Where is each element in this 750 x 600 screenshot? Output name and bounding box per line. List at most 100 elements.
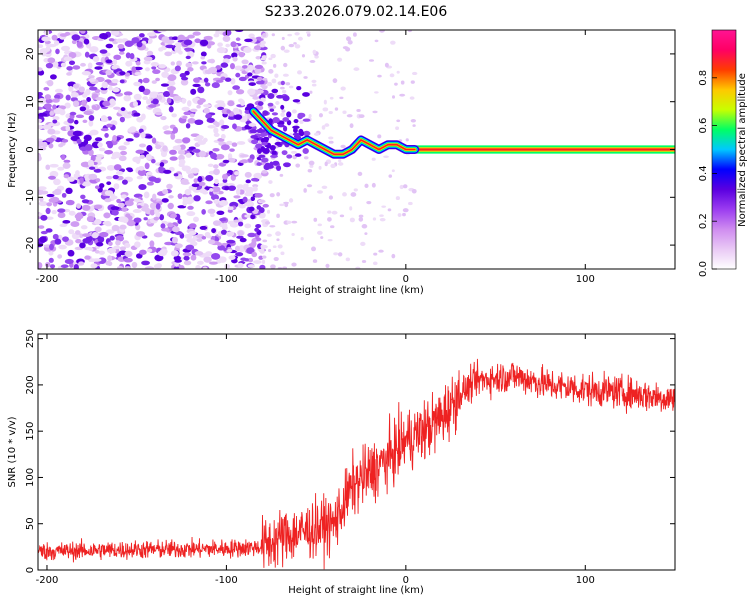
spectrogram-cell xyxy=(182,199,188,207)
spectrogram-cell xyxy=(157,250,167,257)
spectrogram-cell xyxy=(64,102,71,109)
y-tick-label: 20 xyxy=(25,48,36,61)
spectrogram-cell xyxy=(379,218,386,222)
spectrogram-cell xyxy=(153,232,163,238)
spectrogram-cell xyxy=(251,139,259,145)
spectrogram-cell xyxy=(75,114,85,119)
spectrogram-cell xyxy=(161,71,169,78)
spectrogram-cell xyxy=(111,65,118,70)
spectrogram-cell xyxy=(238,204,246,209)
spectrogram-cell xyxy=(119,71,126,76)
spectrogram-cell xyxy=(330,225,335,229)
spectrogram-cell xyxy=(124,266,132,269)
colorbar-tick-label: 0.6 xyxy=(698,118,709,134)
spectrogram-cell xyxy=(381,205,387,208)
spectrogram-cell xyxy=(254,227,260,232)
spectrogram-cell xyxy=(317,190,323,194)
spectrogram-cell xyxy=(49,110,55,116)
spectrogram-cell xyxy=(76,41,83,48)
spectrogram-cell xyxy=(150,91,159,96)
spectrogram-cell xyxy=(65,199,75,206)
spectrogram-cell xyxy=(245,179,251,184)
spectrogram-cell xyxy=(193,77,201,83)
spectrogram-cell xyxy=(402,184,408,189)
spectrogram-cell xyxy=(227,209,233,213)
spectrogram-cell xyxy=(288,146,294,150)
spectrogram-cell xyxy=(377,134,382,139)
spectrogram-cell xyxy=(226,248,233,253)
spectrogram-cell xyxy=(410,80,415,84)
spectrogram-cell xyxy=(70,92,79,98)
spectrogram-cell xyxy=(62,162,71,169)
spectrogram-cell xyxy=(91,232,99,239)
spectrogram-cell xyxy=(189,113,195,118)
spectrogram-cell xyxy=(169,88,174,95)
spectrogram-cell xyxy=(132,198,142,202)
spectrogram-cell xyxy=(48,250,54,256)
spectrogram-cell xyxy=(368,59,375,62)
spectrogram-cell xyxy=(339,96,344,100)
spectrogram-cell xyxy=(392,95,396,99)
spectrogram-cell xyxy=(230,41,237,48)
spectrogram-cell xyxy=(113,245,121,250)
spectrogram-cell xyxy=(303,188,307,193)
spectrogram-cell xyxy=(213,198,219,204)
spectrogram-cell xyxy=(50,196,60,203)
spectrogram-cell xyxy=(178,154,185,161)
frequency-trace xyxy=(248,106,420,159)
spectrogram-cell xyxy=(261,157,269,163)
spectrogram-cell xyxy=(302,118,311,122)
spectrogram-cell xyxy=(114,248,120,254)
spectrogram-cell xyxy=(111,78,119,84)
spectrogram-cell xyxy=(154,208,159,215)
spectrogram-cell xyxy=(291,233,295,237)
spectrogram-cell xyxy=(145,67,150,72)
spectrogram-cell xyxy=(166,183,173,190)
spectrogram-cell xyxy=(320,236,324,239)
spectrogram-cell xyxy=(48,257,54,263)
spectrogram-cell xyxy=(313,217,318,222)
spectrogram-cell xyxy=(97,235,103,243)
spectrogram-cell xyxy=(167,222,174,228)
spectrogram-cell xyxy=(227,220,236,225)
spectrogram-cell xyxy=(377,74,382,78)
spectrogram-cell xyxy=(60,45,71,52)
spectrogram-cell xyxy=(53,40,60,46)
spectrogram-cell xyxy=(95,242,104,247)
spectrogram-cell xyxy=(83,134,92,142)
spectrogram-cell xyxy=(270,105,277,109)
spectrogram-cell xyxy=(247,158,254,163)
spectrogram-cell xyxy=(116,198,122,204)
spectrogram-cell xyxy=(45,262,51,268)
spectrogram-cell xyxy=(275,101,280,106)
spectrogram-cell xyxy=(270,53,276,59)
spectrogram-cell xyxy=(306,32,311,37)
spectrogram-cell xyxy=(119,51,125,55)
spectrogram-cell xyxy=(128,198,135,202)
spectrogram-cell xyxy=(209,58,216,64)
spectrogram-cell xyxy=(107,255,113,262)
spectrogram-cell xyxy=(199,39,209,47)
spectrogram-cell xyxy=(143,56,153,61)
spectrogram-cell xyxy=(80,161,91,168)
colorbar-gradient xyxy=(712,30,736,269)
spectrogram-cell xyxy=(50,74,57,80)
spectrogram-cell xyxy=(389,73,395,78)
spectrogram-cell xyxy=(68,85,74,92)
spectrogram-cell xyxy=(237,221,244,227)
spectrogram-cell xyxy=(147,32,157,37)
spectrogram-cell xyxy=(160,115,167,121)
spectrogram-cell xyxy=(157,94,163,101)
spectrogram-cell xyxy=(251,251,258,258)
spectrogram-cell xyxy=(52,104,57,110)
spectrogram-cell xyxy=(149,240,155,248)
spectrogram-cell xyxy=(394,82,398,86)
spectrogram-cell xyxy=(207,239,216,245)
spectrogram-cell xyxy=(247,64,255,71)
spectrogram-cell xyxy=(60,264,69,269)
spectrogram-cell xyxy=(314,55,319,59)
spectrogram-cell xyxy=(269,145,276,151)
spectrogram-cell xyxy=(47,57,56,64)
spectrogram-cell xyxy=(165,39,175,44)
spectrogram-cell xyxy=(195,264,201,269)
